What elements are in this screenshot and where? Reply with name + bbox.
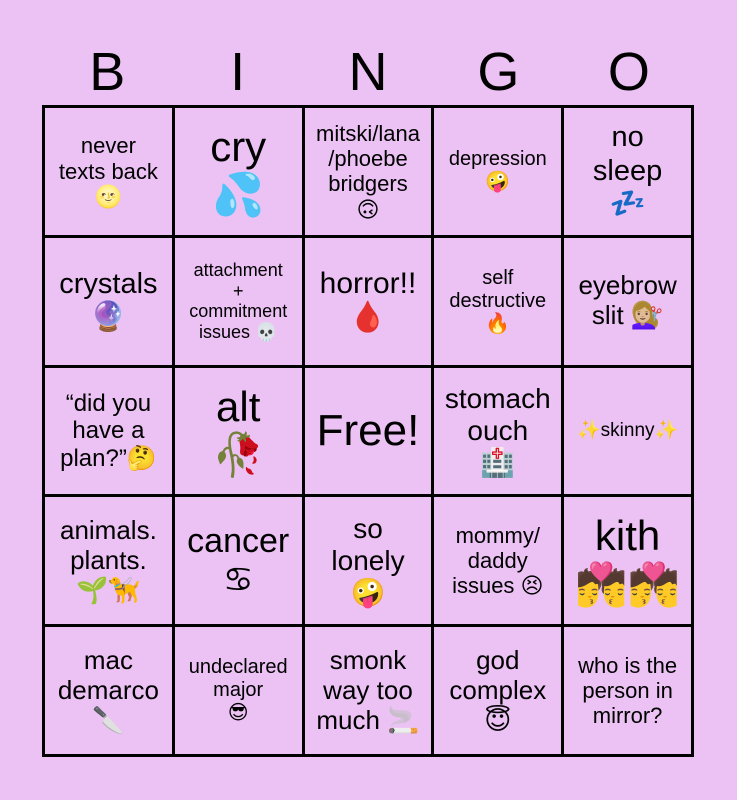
bingo-grid: never texts back 🌝 cry 💦 mitski/lana /ph…: [42, 105, 694, 757]
bingo-cell[interactable]: god complex 😇: [434, 627, 562, 754]
header-letter-i: I: [230, 42, 246, 102]
bingo-cell[interactable]: attachment + commitment issues 💀: [174, 237, 302, 365]
bingo-cell[interactable]: self destructive 🔥: [434, 237, 562, 365]
bingo-cell[interactable]: eyebrow slit 💇🏼‍♀️: [564, 237, 691, 365]
bingo-cell[interactable]: undeclared major 😎: [174, 627, 302, 754]
bingo-cell[interactable]: mommy/ daddy issues 😣: [434, 497, 562, 625]
bingo-cell[interactable]: cry 💦: [174, 108, 302, 235]
bingo-cell[interactable]: who is the person in mirror?: [564, 627, 691, 754]
bingo-cell[interactable]: mitski/lana /phoebe bridgers 🙃: [304, 108, 432, 235]
bingo-cell[interactable]: never texts back 🌝: [45, 108, 172, 235]
bingo-cell[interactable]: ✨skinny✨: [564, 367, 691, 495]
header-letter-b: B: [89, 42, 126, 102]
bingo-cell[interactable]: mac demarco 🔪: [45, 627, 172, 754]
header-letter-g: G: [477, 42, 520, 102]
bingo-free-cell[interactable]: Free!: [304, 367, 432, 495]
bingo-cell[interactable]: no sleep 💤: [564, 108, 691, 235]
bingo-cell[interactable]: kith 💏💏: [564, 497, 691, 625]
header-letter-o: O: [607, 42, 650, 102]
bingo-cell[interactable]: horror!! 🩸: [304, 237, 432, 365]
bingo-cell[interactable]: animals. plants. 🌱🦮: [45, 497, 172, 625]
bingo-cell[interactable]: so lonely 🤪: [304, 497, 432, 625]
bingo-cell[interactable]: smonk way too much 🚬: [304, 627, 432, 754]
bingo-cell[interactable]: alt 🥀: [174, 367, 302, 495]
bingo-cell[interactable]: depression 🤪: [434, 108, 562, 235]
bingo-cell[interactable]: “did you have a plan?”🤔: [45, 367, 172, 495]
bingo-cell[interactable]: stomach ouch 🏥: [434, 367, 562, 495]
bingo-cell[interactable]: crystals 🔮: [45, 237, 172, 365]
header-letter-n: N: [348, 42, 388, 102]
bingo-cell[interactable]: cancer ♋: [174, 497, 302, 625]
bingo-header: B I N G O: [42, 42, 694, 102]
